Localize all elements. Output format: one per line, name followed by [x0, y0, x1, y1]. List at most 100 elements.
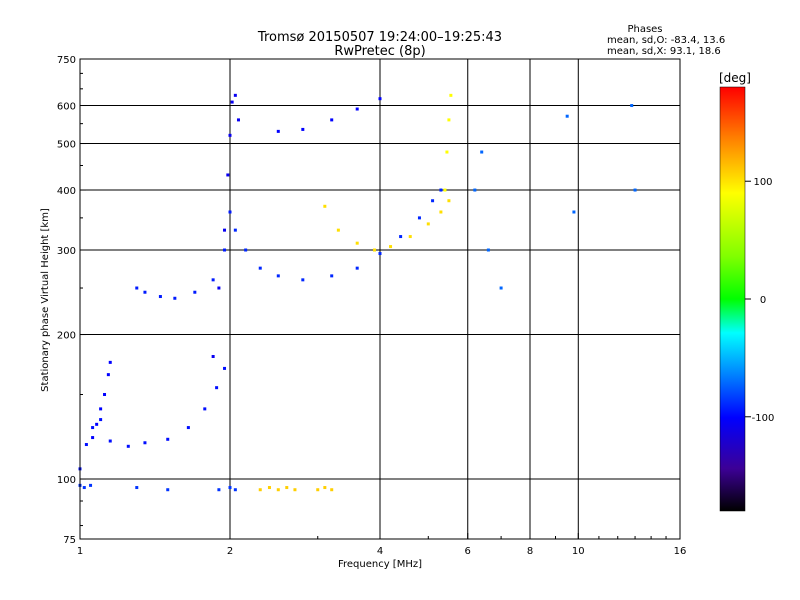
echo-point [426, 222, 430, 226]
echo-point [135, 286, 139, 290]
echo-point [89, 483, 93, 487]
echo-point [217, 488, 221, 492]
echo-point [473, 188, 477, 192]
echo-point [378, 252, 382, 256]
echo-point [565, 114, 569, 118]
echo-point [633, 188, 637, 192]
echo-point [99, 407, 103, 411]
echo-point [408, 235, 412, 239]
y-tick-label: 200 [57, 331, 76, 342]
colorbar-label: [deg] [719, 71, 751, 85]
y-tick-label: 75 [63, 535, 76, 546]
y-tick-label: 100 [57, 475, 76, 486]
echo-point [236, 118, 240, 122]
echo-point [355, 241, 359, 245]
echo-point [439, 210, 443, 214]
echo-point [106, 373, 110, 377]
echo-point [572, 210, 576, 214]
y-tick-label: 300 [57, 246, 76, 257]
echo-point [108, 439, 112, 443]
echo-point [99, 418, 103, 422]
x-tick-label: 1 [77, 546, 83, 557]
x-tick-label: 6 [465, 546, 471, 557]
echo-point [499, 286, 503, 290]
stats-line-o: mean, sd,O: -83.4, 13.6 [607, 35, 725, 46]
x-tick-label: 4 [377, 546, 383, 557]
echo-point [166, 437, 170, 441]
echo-point [293, 488, 297, 492]
echo-point [630, 104, 634, 108]
echo-point [228, 486, 232, 490]
echo-point [173, 296, 177, 300]
echo-point [233, 93, 237, 97]
colorbar-tick-label: -100 [752, 413, 775, 424]
echo-point [223, 248, 227, 252]
echo-point [301, 127, 305, 131]
echo-point [399, 235, 403, 239]
y-tick-label: 750 [57, 55, 76, 66]
echo-point [226, 173, 230, 177]
echo-point [301, 278, 305, 282]
echo-point [258, 488, 262, 492]
echo-point [276, 274, 280, 278]
echo-point [228, 210, 232, 214]
echo-point [480, 150, 484, 154]
x-axis: 1 2 4 6 8 10 16 [77, 533, 686, 557]
echo-point [233, 488, 237, 492]
y-tick-label: 500 [57, 140, 76, 151]
grid-lines [80, 59, 680, 539]
echo-point [135, 486, 139, 490]
echo-point [323, 204, 327, 208]
echo-point [389, 245, 393, 249]
echo-point [267, 486, 271, 490]
echo-point [223, 228, 227, 232]
echo-point [336, 228, 340, 232]
echo-point [330, 118, 334, 122]
echo-point [258, 266, 262, 270]
echo-point [355, 107, 359, 111]
echo-point [203, 407, 207, 411]
echo-point [323, 486, 327, 490]
colorbar [719, 86, 746, 512]
x-tick-label: 8 [527, 546, 533, 557]
chart-subtitle: RwPretec (8p) [334, 44, 425, 59]
stats-heading: Phases [627, 24, 662, 35]
echo-point [447, 199, 451, 203]
echo-point [244, 248, 248, 252]
echo-point [215, 386, 219, 390]
echo-point [84, 443, 88, 447]
echo-point [431, 199, 435, 203]
echo-point [91, 426, 95, 430]
echo-point [95, 422, 99, 426]
echo-point [143, 441, 147, 445]
chart-title: Tromsø 20150507 19:24:00–19:25:43 [257, 30, 502, 45]
echo-point [193, 290, 197, 294]
echo-point [443, 188, 447, 192]
echo-point [217, 286, 221, 290]
echo-point [486, 248, 490, 252]
echo-point [82, 486, 86, 490]
echo-point [439, 188, 443, 192]
echo-point [276, 129, 280, 133]
echo-point [355, 266, 359, 270]
echo-point [316, 488, 320, 492]
y-axis: 75 100 200 300 400 500 600 750 [57, 55, 86, 546]
echo-point [445, 150, 449, 154]
y-axis-label: Stationary phase Virtual Height [km] [40, 208, 51, 392]
echo-point [373, 248, 377, 252]
echo-point [378, 97, 382, 101]
echo-points [78, 93, 637, 492]
x-tick-label: 10 [572, 546, 585, 557]
colorbar-tick-label: 0 [760, 295, 766, 306]
echo-point [276, 488, 280, 492]
echo-point [186, 426, 190, 430]
echo-point [126, 444, 130, 448]
echo-point [447, 118, 451, 122]
y-tick-label: 600 [57, 102, 76, 113]
echo-point [103, 393, 107, 397]
echo-point [330, 274, 334, 278]
echo-point [223, 366, 227, 370]
echo-point [449, 93, 453, 97]
colorbar-ticks: 100 0 -100 [745, 177, 774, 424]
